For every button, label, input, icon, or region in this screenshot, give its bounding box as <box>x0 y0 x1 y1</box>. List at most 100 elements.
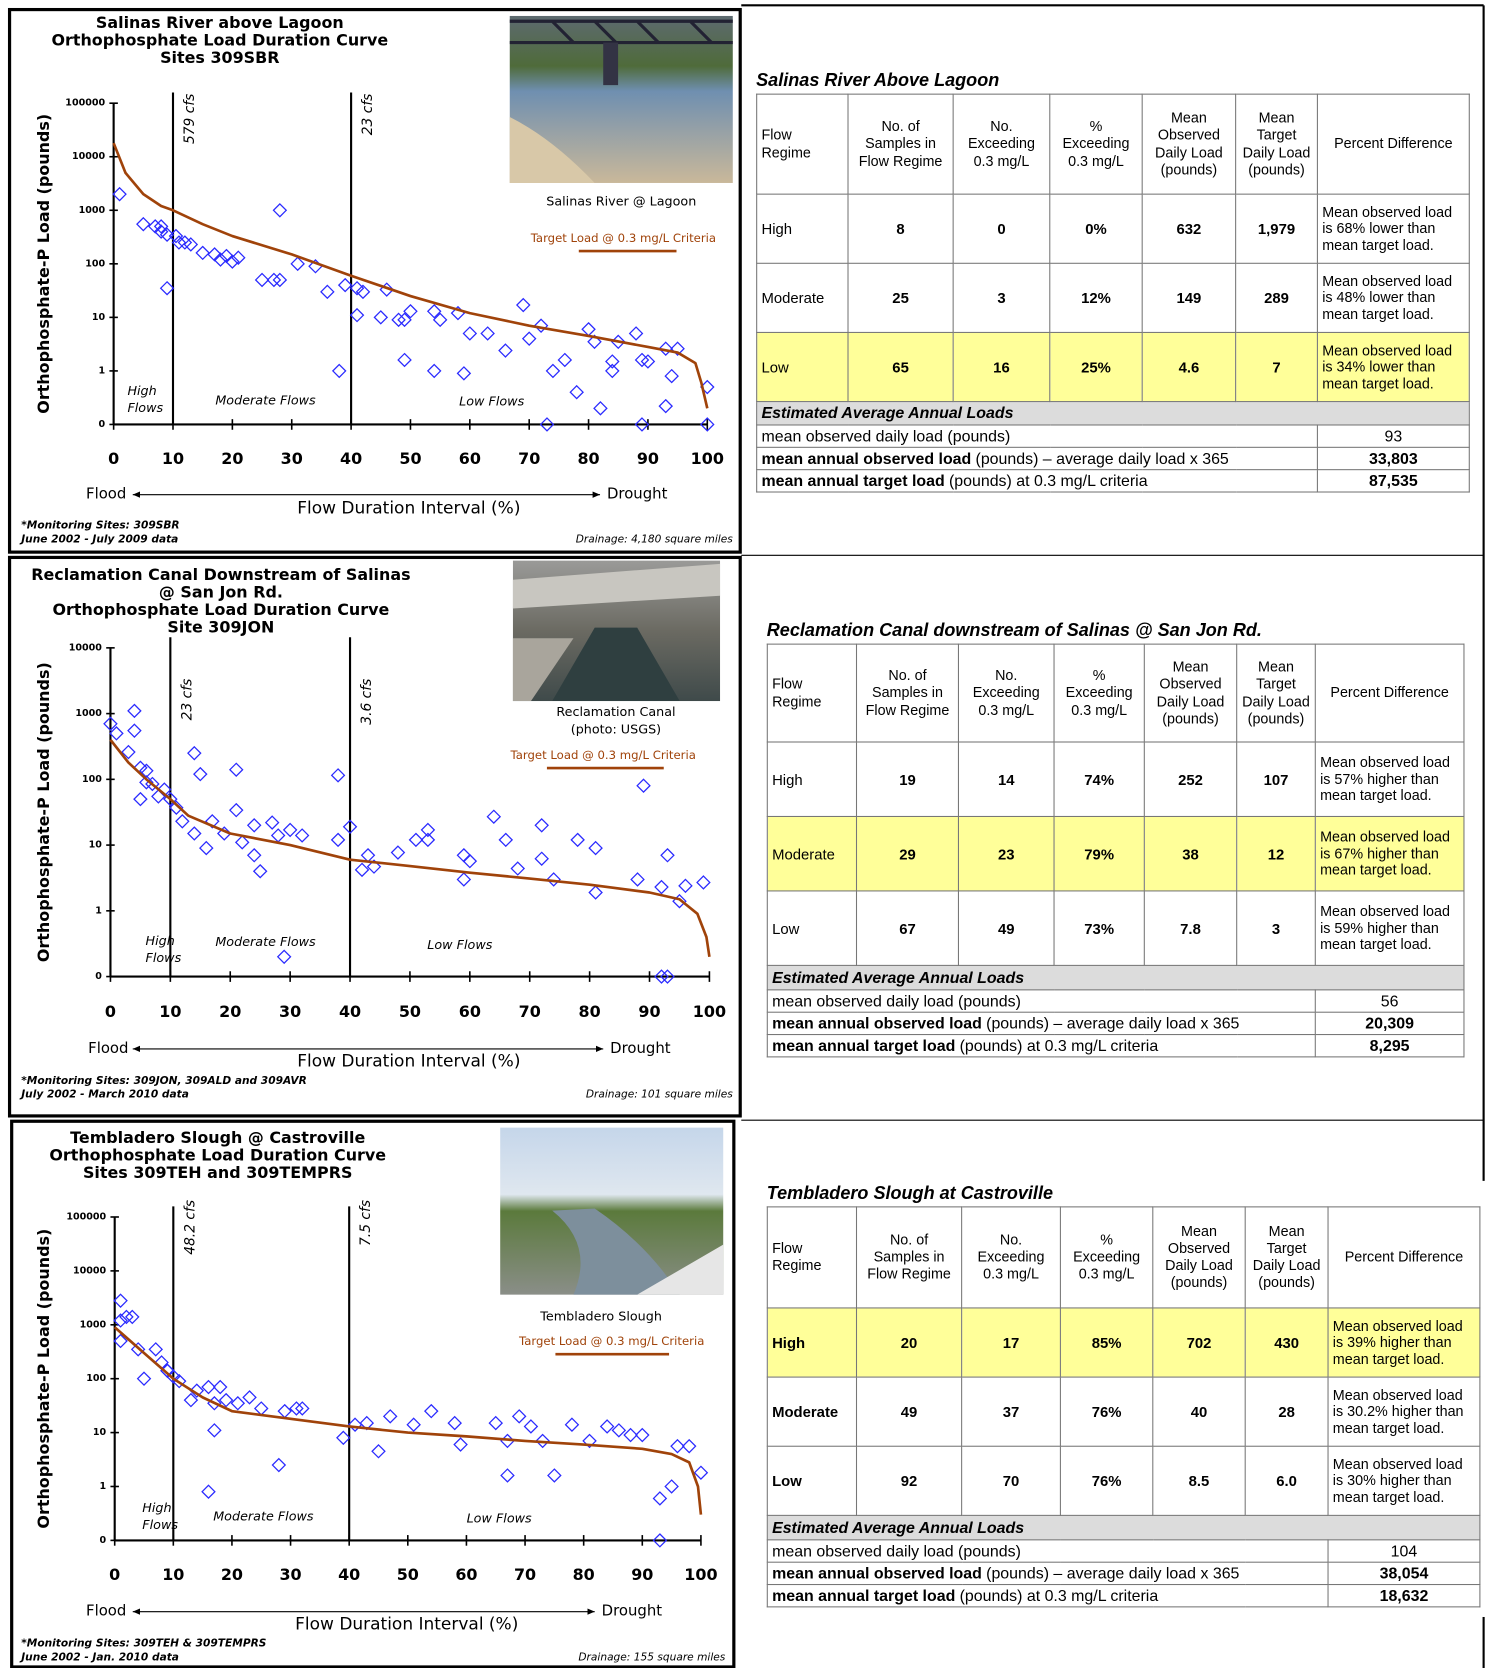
summary-row: mean annual target load (pounds) at 0.3 m… <box>766 1034 1465 1058</box>
x-tick-label: 0 <box>109 1565 120 1584</box>
table-cell: 76% <box>1059 1445 1154 1516</box>
x-tick-label: 10 <box>162 449 184 468</box>
table-cell: 1,979 <box>1235 193 1318 264</box>
data-point <box>139 763 154 779</box>
target-line <box>112 142 709 409</box>
data-point <box>696 875 711 890</box>
table-cell: Mean observed load is 30.2% higher than … <box>1327 1376 1481 1447</box>
footnote: *Monitoring Sites: 309TEH & 309TEMPRS <box>21 1637 267 1650</box>
data-point <box>272 202 288 218</box>
data-point <box>658 341 674 356</box>
region-label: Low Flows <box>427 938 492 953</box>
legend-label: Target Load @ 0.3 mg/L Criteria <box>530 231 716 245</box>
data-point <box>193 766 208 782</box>
flow-divider-label: 48.2 cfs <box>182 1200 198 1255</box>
summary-label-text: (pounds) – average daily load x 365 <box>975 449 1229 468</box>
data-point <box>634 417 650 432</box>
table-cell: 49 <box>855 1376 963 1447</box>
summary-row: mean observed daily load (pounds) 56 <box>766 989 1465 1013</box>
legend-label: Target Load @ 0.3 mg/L Criteria <box>518 1334 704 1348</box>
flow-divider-label: 7.5 cfs <box>358 1200 374 1246</box>
table-row: High 20 17 85% 702 430 Mean observed load is 3… <box>766 1307 1481 1378</box>
summary-row: mean observed daily load (pounds) 93 <box>756 424 1470 448</box>
table-cell: 0 <box>952 193 1051 264</box>
data-point <box>570 832 585 848</box>
region-label: Moderate Flows <box>213 1509 314 1524</box>
drought-label: Drought <box>610 1039 671 1057</box>
table-cell: 7.8 <box>1143 890 1238 966</box>
table-cell: 29 <box>855 815 959 892</box>
photo-caption: Tembladero Slough <box>539 1309 662 1324</box>
y-tick-label: 10000 <box>69 642 103 653</box>
x-tick-label: 50 <box>399 1002 421 1021</box>
x-tick-label: 10 <box>159 1002 181 1021</box>
data-point <box>700 417 715 432</box>
data-point <box>693 1465 709 1481</box>
header-cell: % Exceeding 0.3 mg/L <box>1049 93 1143 195</box>
data-point <box>480 326 495 341</box>
summary-label-bold: mean annual observed load <box>772 1014 982 1033</box>
data-point <box>406 1417 421 1432</box>
header-row: Flow Regime No. of Samples in Flow Regime… <box>756 93 1470 195</box>
panel-frame <box>7 555 742 1118</box>
table-cell: 20 <box>855 1307 963 1378</box>
table-cell: 25 <box>847 262 954 333</box>
table-cell: 6.0 <box>1244 1445 1329 1516</box>
data-point <box>636 778 651 793</box>
data-point <box>246 847 262 863</box>
data-point <box>127 723 142 738</box>
data-point <box>282 822 298 838</box>
x-tick-label: 20 <box>221 449 243 468</box>
data-table: Flow Regime No. of Samples in Flow Regime… <box>766 643 1465 1058</box>
data-point <box>183 237 199 252</box>
summary-title: Estimated Average Annual Loads <box>766 964 1465 991</box>
summary-label-text: (pounds) – average daily load x 365 <box>986 1564 1240 1583</box>
data-point <box>456 366 472 381</box>
header-cell: Mean Observed Daily Load (pounds) <box>1143 643 1238 743</box>
region-label: Low Flows <box>459 395 524 410</box>
table-cell: 632 <box>1141 193 1237 264</box>
data-point <box>253 1401 269 1416</box>
y-tick-label: 1 <box>95 905 102 916</box>
data-point <box>212 1379 228 1395</box>
region-label: High <box>142 1501 171 1516</box>
target-line <box>109 738 711 957</box>
data-point <box>523 1419 539 1434</box>
table-cell: 25% <box>1049 331 1143 403</box>
table-cell: 14 <box>957 741 1055 817</box>
data-point <box>462 326 478 341</box>
data-point <box>581 321 596 337</box>
header-cell: Mean Target Daily Load (pounds) <box>1244 1206 1329 1309</box>
summary-label-text: (pounds) at 0.3 mg/L criteria <box>959 1036 1159 1055</box>
data-point <box>652 1491 668 1506</box>
y-tick-label: 10 <box>92 312 106 323</box>
data-point <box>228 762 244 778</box>
header-cell: No. Exceeding 0.3 mg/L <box>961 1206 1061 1309</box>
x-tick-label: 100 <box>691 449 724 468</box>
summary-label-text: mean observed daily load (pounds) <box>772 991 1021 1011</box>
table-cell: 107 <box>1236 741 1316 817</box>
header-cell: Percent Difference <box>1327 1206 1481 1309</box>
data-point <box>534 818 549 833</box>
data-point <box>539 417 555 432</box>
y-axis-label: Orthophosphate-P Load (pounds) <box>34 662 53 962</box>
header-cell: Mean Observed Daily Load (pounds) <box>1141 93 1237 195</box>
table-title: Salinas River Above Lagoon <box>756 70 1000 91</box>
data-point <box>426 363 442 379</box>
data-point <box>213 252 228 267</box>
summary-row: mean observed daily load (pounds) 104 <box>766 1539 1481 1563</box>
table-cell: Low <box>756 331 849 403</box>
data-point <box>628 326 644 341</box>
data-point <box>121 744 136 760</box>
summary-label-text: mean observed daily load (pounds) <box>761 427 1011 446</box>
data-point <box>382 1409 398 1424</box>
data-point <box>652 1533 668 1548</box>
data-point <box>354 862 370 878</box>
table-cell: 85% <box>1059 1307 1154 1378</box>
y-tick-label: 0 <box>95 971 102 982</box>
photo-caption: Salinas River @ Lagoon <box>546 195 696 210</box>
flood-label: Flood <box>86 485 126 503</box>
y-tick-label: 1000 <box>80 1319 107 1330</box>
x-tick-label: 90 <box>631 1565 653 1584</box>
data-point <box>498 343 513 358</box>
